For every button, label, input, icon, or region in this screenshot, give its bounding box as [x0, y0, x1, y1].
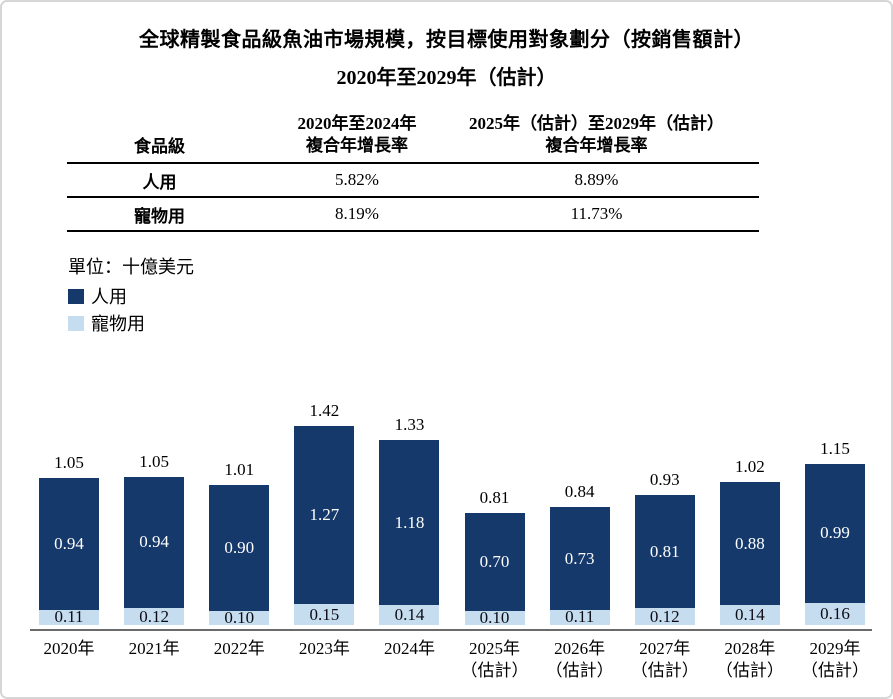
x-axis-estimate-note: （估計） [715, 661, 784, 680]
row-cagr-2025-2029: 11.73% [570, 204, 623, 223]
bar-segment-pet: 0.10 [209, 608, 270, 627]
bar-column: 1.05 0.94 0.11 [39, 453, 99, 626]
bar-total-label: 1.05 [54, 453, 84, 473]
bar-total-label: 0.81 [479, 488, 510, 507]
cagr-table-header: 食品級 2020年至2024年 複合年增長率 2025年（估計）至2029年（估… [67, 112, 759, 164]
bar-segment-human: 1.27 [294, 426, 355, 604]
row-cagr-2020-2024: 8.19% [335, 204, 379, 223]
x-axis-category-label: 2026年 （估計） [535, 638, 625, 682]
bar-segment-pet: 0.12 [634, 607, 695, 626]
row-label: 人用 [142, 172, 177, 192]
bar-column: 0.81 0.70 0.10 [464, 488, 525, 627]
bar-column: 1.01 0.90 0.10 [209, 460, 270, 627]
bar-segment-human: 0.70 [464, 513, 525, 611]
bar-column: 1.33 1.18 0.14 [379, 415, 440, 625]
chart-subtitle: 2020年至2029年（估計） [336, 67, 557, 89]
unit-label: 單位：十億美元 [68, 257, 194, 277]
col-header-grade: 食品級 [134, 137, 185, 156]
row-cagr-2020-2024: 5.82% [335, 170, 379, 189]
bar-column: 1.15 0.99 0.16 [804, 439, 865, 625]
row-cagr-2025-2029: 8.89% [574, 170, 619, 189]
x-axis-category-label: 2021年 [128, 639, 180, 658]
bar-segment-pet: 0.16 [804, 602, 865, 625]
table-row-human: 人用 5.82% 8.89% [67, 164, 759, 198]
table-row-pet: 寵物用 8.19% 11.73% [67, 198, 759, 232]
x-axis-category-label: 2020年 [43, 639, 95, 658]
x-axis-category-label: 2029年 （估計） [790, 638, 880, 682]
x-axis-estimate-note: （估計） [545, 661, 614, 680]
bar-total-label: 1.02 [735, 457, 765, 477]
x-axis-category-label: 2024年 [383, 639, 435, 658]
x-axis-category-label: 2023年 [298, 639, 350, 658]
col-header-line: 2020年至2024年 [297, 114, 417, 133]
legend-swatch-human [68, 288, 84, 304]
bar-segment-human: 0.94 [124, 476, 185, 609]
bar-segment-human: 0.94 [39, 478, 99, 610]
bar-segment-human: 0.81 [634, 494, 695, 609]
bar-column: 1.42 1.27 0.15 [294, 401, 355, 625]
bar-segment-pet: 0.11 [549, 607, 610, 626]
x-axis-category-label: 2027年 （估計） [620, 638, 710, 682]
bar-total-label: 0.93 [649, 469, 680, 489]
cagr-table: 食品級 2020年至2024年 複合年增長率 2025年（估計）至2029年（估… [67, 112, 759, 232]
x-axis-category-label: 2025年 （估計） [450, 638, 540, 682]
bar-column: 1.05 0.94 0.12 [124, 451, 185, 626]
bar-total-label: 1.05 [139, 451, 169, 471]
x-axis-estimate-note: （估計） [800, 661, 869, 680]
col-header-line: 複合年增長率 [545, 136, 648, 155]
bar-column: 0.84 0.73 0.11 [549, 482, 610, 626]
col-header-line: 2025年（估計）至2029年（估計） [469, 114, 724, 133]
bar-segment-human: 0.88 [719, 482, 780, 606]
bar-column: 1.02 0.88 0.14 [719, 457, 780, 625]
col-header-line: 複合年增長率 [306, 136, 408, 155]
legend-label: 人用 [91, 287, 127, 307]
bar-total-label: 0.84 [564, 482, 595, 502]
bar-column: 0.93 0.81 0.12 [634, 469, 695, 626]
bar-total-label: 1.33 [394, 415, 425, 435]
bar-segment-human: 0.73 [549, 507, 610, 610]
x-axis-category-label: 2022年 [213, 639, 265, 658]
x-axis-estimate-note: （估計） [630, 661, 699, 680]
bar-total-label: 1.15 [820, 439, 850, 459]
bar-segment-human: 1.18 [379, 440, 440, 606]
bar-segment-pet: 0.14 [379, 605, 440, 625]
x-axis-category-label: 2028年 （估計） [705, 638, 795, 682]
legend-item-human: 人用 [68, 283, 127, 309]
legend-item-pet: 寵物用 [68, 310, 145, 336]
bar-segment-human: 0.90 [209, 485, 270, 611]
bar-segment-human: 0.99 [804, 464, 865, 603]
legend-label: 寵物用 [91, 314, 145, 334]
row-label: 寵物用 [134, 206, 185, 226]
bar-segment-pet: 0.11 [39, 607, 99, 626]
bar-segment-pet: 0.12 [124, 607, 185, 626]
bar-segment-pet: 0.14 [719, 605, 780, 625]
bar-segment-pet: 0.15 [294, 604, 355, 625]
bar-total-label: 1.01 [224, 460, 255, 479]
chart-title: 全球精製食品級魚油市場規模，按目標使用對象劃分（按銷售額計） [139, 29, 754, 51]
x-axis-line [30, 629, 872, 631]
legend-swatch-pet [68, 315, 84, 331]
col-header-cagr-2025-2029: 2025年（估計）至2029年（估計） 複合年增長率 [462, 113, 759, 157]
col-header-cagr-2020-2024: 2020年至2024年 複合年增長率 [252, 113, 462, 157]
x-axis-estimate-note: （估計） [460, 661, 529, 680]
bar-total-label: 1.42 [309, 401, 340, 421]
bar-segment-pet: 0.10 [464, 608, 525, 627]
